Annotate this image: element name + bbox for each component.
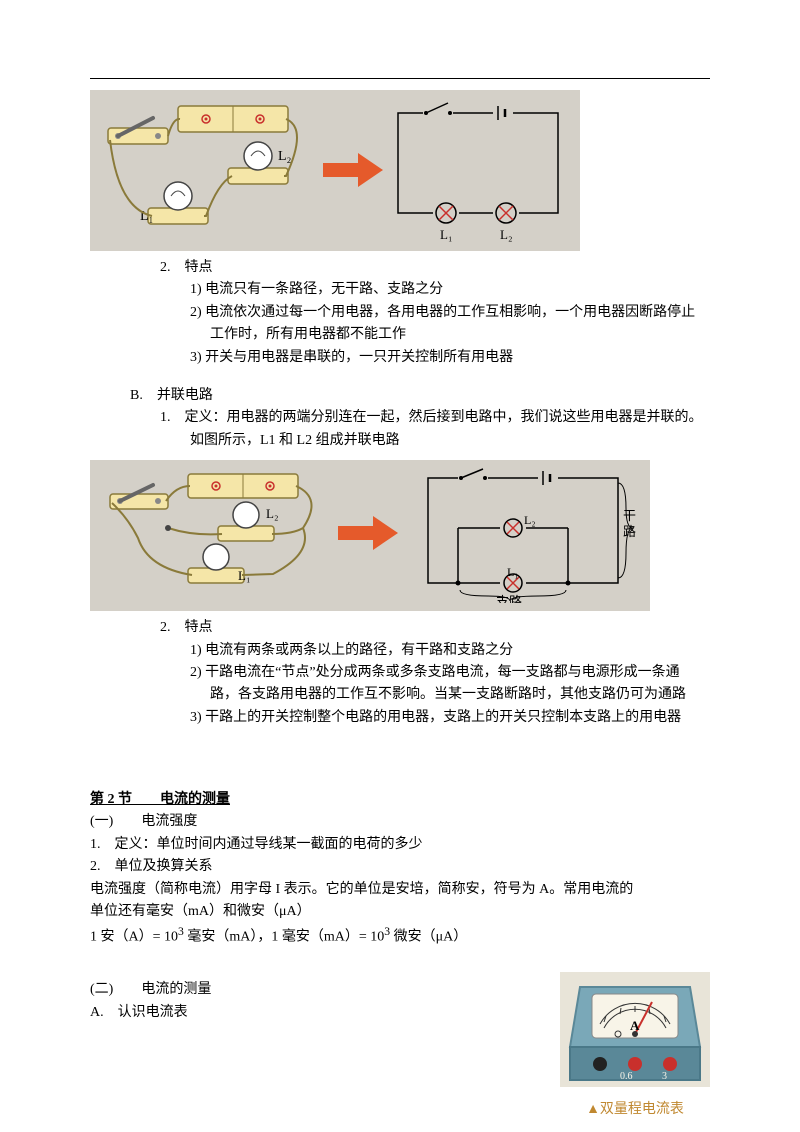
svg-text:L₂: L₂ [500, 227, 512, 242]
series-point-heading: 2. 特点 [90, 257, 710, 279]
label-main-line: 干 [623, 508, 636, 523]
unit-desc: 电流强度（简称电流）用字母 I 表示。它的单位是安培，简称安，符号为 A。常用电… [90, 879, 710, 901]
ammeter-scale-06: 0.6 [620, 1071, 633, 1082]
top-horizontal-rule [90, 78, 710, 79]
section-2-heading: 第 2 节 电流的测量 [90, 789, 710, 811]
parallel-point-heading: 2. 特点 [90, 617, 710, 639]
ammeter-caption: ▲双量程电流表 [560, 1099, 710, 1121]
label-branch-line: 支路 [496, 594, 522, 603]
ammeter-illustration: A 0.6 3 ▲双量程电流表 [560, 972, 710, 1112]
series-point-2b: 工作时，所有用电器都不能工作 [90, 324, 710, 346]
parallel-point-2: 2) 干路电流在“节点”处分成两条或多条支路电流，每一支路都与电源形成一条通 [90, 662, 710, 684]
series-point-1: 1) 电流只有一条路径，无干路、支路之分 [90, 279, 710, 301]
parallel-point-2b: 路，各支路用电器的工作互不影响。当某一支路断路时，其他支路仍可为通路 [90, 684, 710, 706]
parallel-def2: 如图所示，L1 和 L2 组成并联电路 [90, 430, 710, 452]
label-l2: L₂ [278, 149, 292, 164]
series-point-2: 2) 电流依次通过每一个用电器，各用电器的工作互相影响，一个用电器因断路停止 [90, 302, 710, 324]
svg-text:L₂: L₂ [524, 513, 536, 527]
ammeter-letter: A [630, 1018, 640, 1033]
unit-desc-2: 单位还有毫安（mA）和微安（μA） [90, 901, 710, 923]
parallel-def: 1. 定义：用电器的两端分别连在一起，然后接到电路中，我们说这些用电器是并联的。 [90, 407, 710, 429]
series-point-3: 3) 开关与用电器是串联的，一只开关控制所有用电器 [90, 347, 710, 369]
ammeter-scale-3: 3 [662, 1071, 667, 1082]
definition-line: 1. 定义：单位时间内通过导线某一截面的电荷的多少 [90, 834, 710, 856]
svg-text:L₁: L₁ [507, 565, 519, 579]
parallel-point-3: 3) 干路上的开关控制整个电路的用电器，支路上的开关只控制本支路上的用电器 [90, 707, 710, 729]
series-circuit-diagram: L₂ L₁ L₁ L₂ [90, 90, 580, 251]
parallel-circuit-diagram: L₂ L₁ L₂ L₁ 干 [90, 460, 650, 611]
unit-heading: 2. 单位及换算关系 [90, 856, 710, 878]
svg-text:L₁: L₁ [440, 227, 452, 242]
unit-conversion: 1 安（A）= 103 毫安（mA），1 毫安（mA）= 103 微安（μA） [90, 923, 710, 949]
svg-text:L₂: L₂ [266, 506, 278, 521]
sub-1-heading: (一) 电流强度 [90, 811, 710, 833]
parallel-heading: B. 并联电路 [90, 385, 710, 407]
parallel-point-1: 1) 电流有两条或两条以上的路径，有干路和支路之分 [90, 640, 710, 662]
